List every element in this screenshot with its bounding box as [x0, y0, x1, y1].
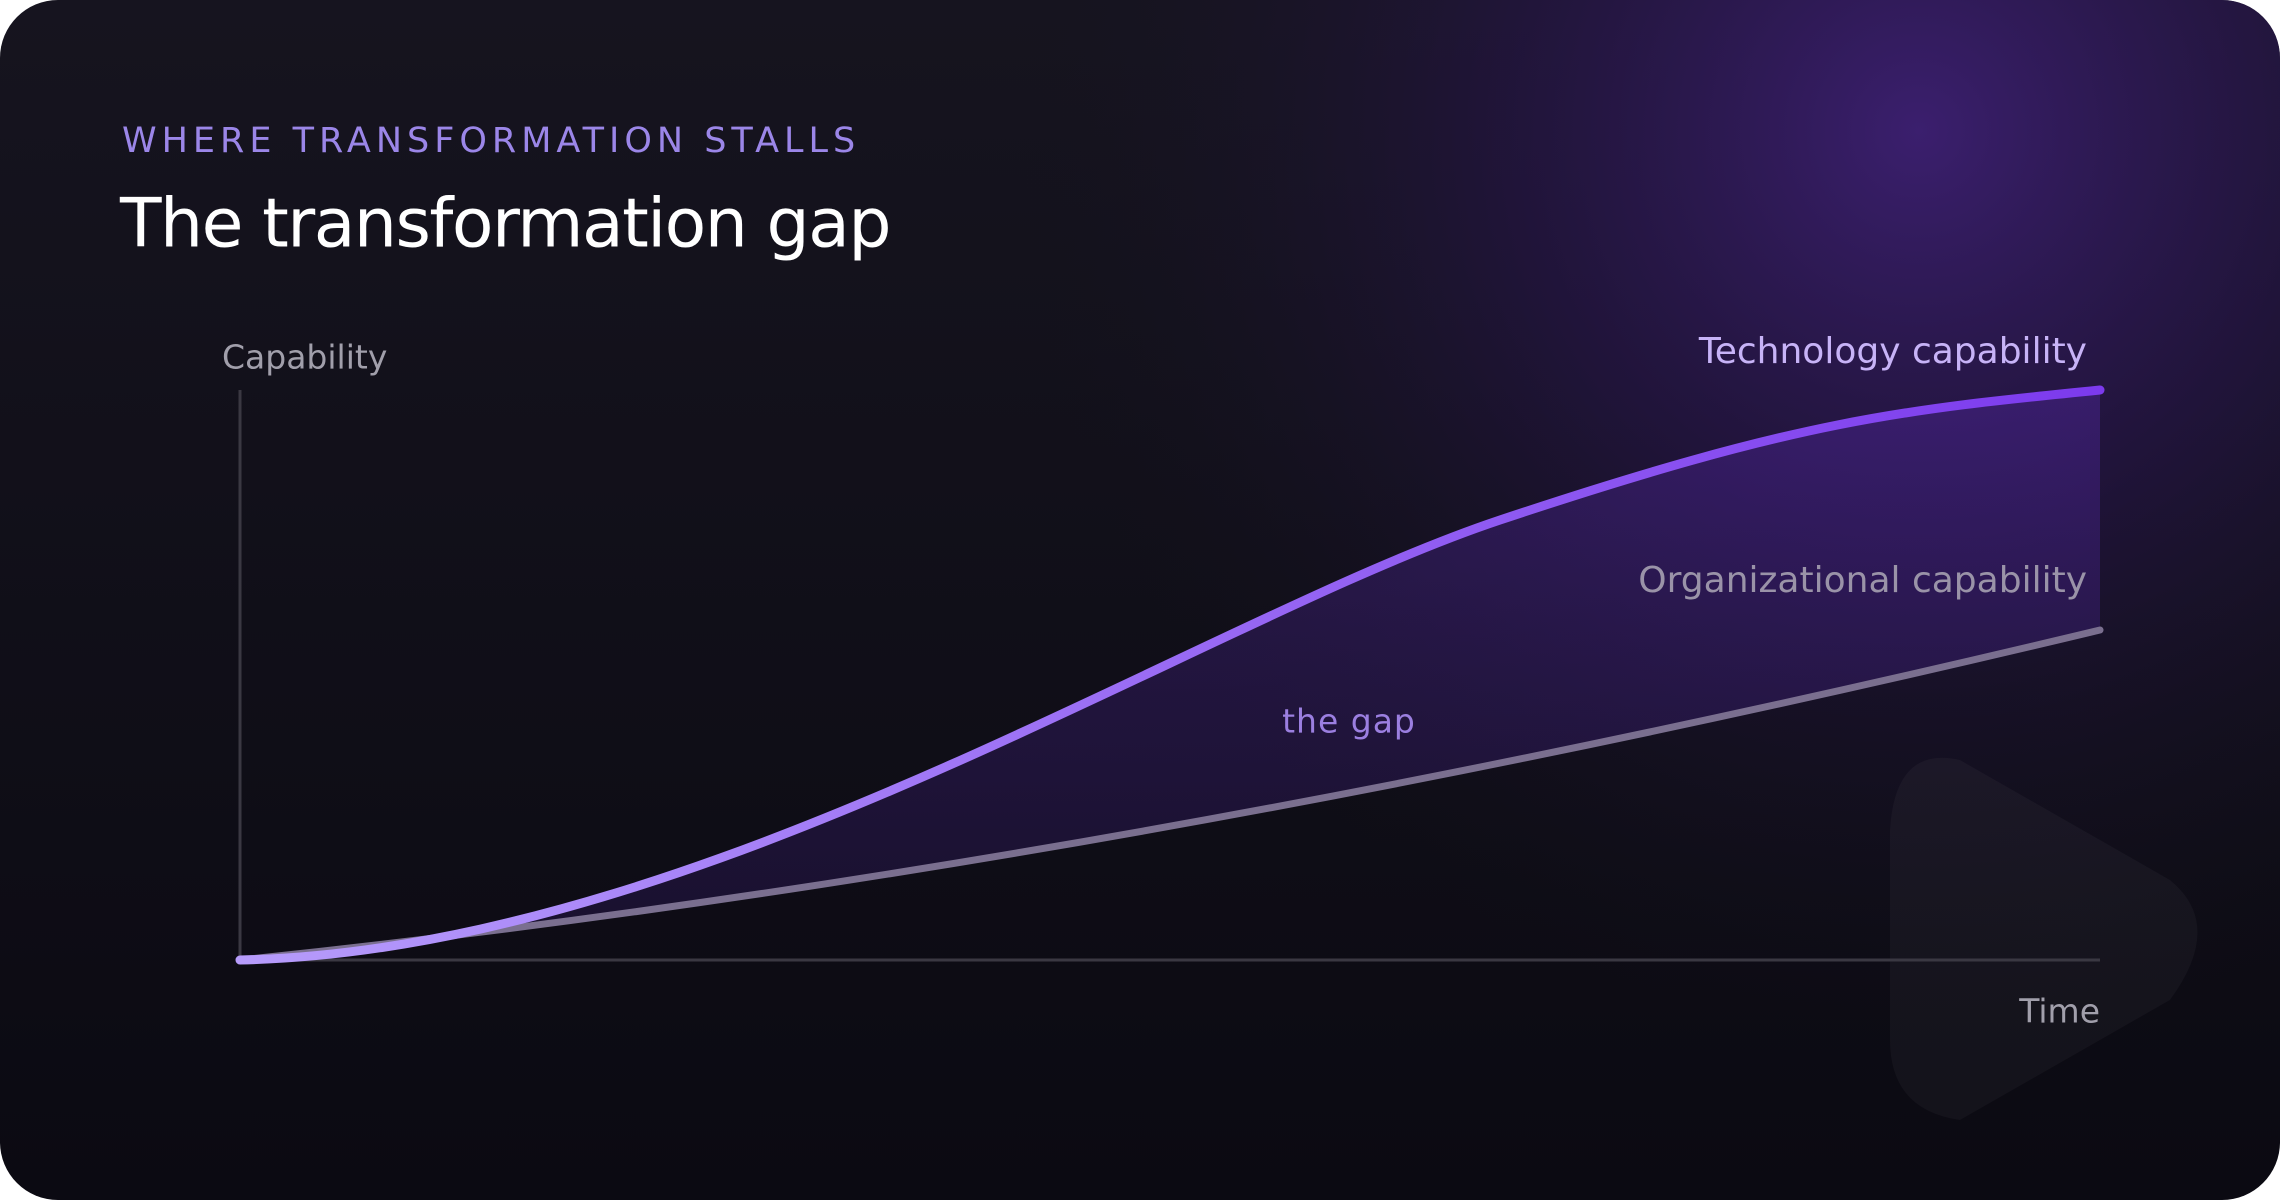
gap-label: the gap	[1282, 702, 1416, 741]
x-axis-label: Time	[2018, 992, 2100, 1031]
title: The transformation gap	[119, 185, 890, 264]
eyebrow: WHERE TRANSFORMATION STALLS	[122, 121, 860, 161]
technology-curve	[235, 385, 2105, 965]
organizational-label: Organizational capability	[1638, 560, 2087, 601]
technology-label: Technology capability	[1698, 331, 2087, 372]
gap-area	[240, 390, 2100, 960]
organizational-curve	[236, 626, 2104, 964]
y-axis-label: Capability	[222, 338, 387, 377]
